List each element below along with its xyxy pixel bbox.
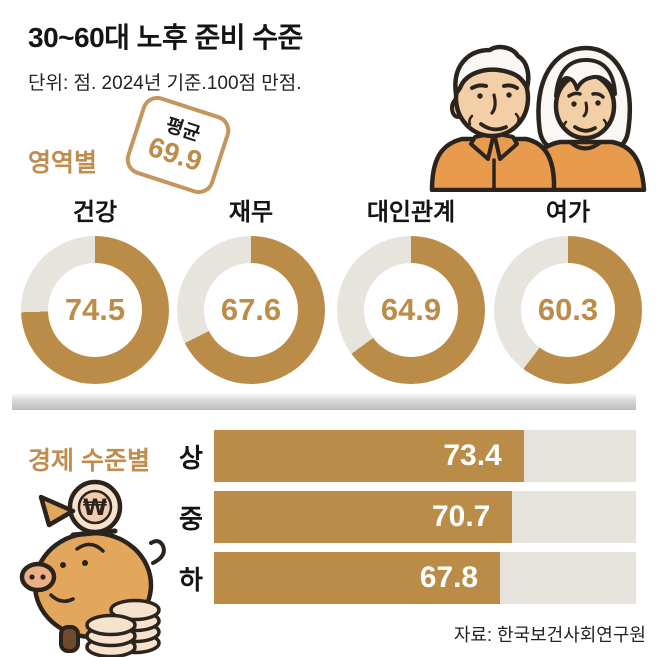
bar-category-label: 중 <box>179 503 203 534</box>
bar-row-middle: 중 70.7 <box>168 491 636 543</box>
bar-track: 70.7 <box>214 491 636 543</box>
donut-ring: 64.9 <box>337 236 485 384</box>
coin-stack-icon <box>85 598 161 657</box>
donut-hole: 67.6 <box>204 263 298 357</box>
average-badge: 평균 69.9 <box>121 91 235 199</box>
elderly-couple-illustration <box>429 44 647 192</box>
donut-value: 67.6 <box>220 292 282 327</box>
bar-fill: 70.7 <box>214 491 513 543</box>
donut-hole: 64.9 <box>364 263 458 357</box>
donut-chart-leisure: 여가 60.3 <box>494 192 642 384</box>
bar-value: 73.4 <box>443 439 502 472</box>
donut-hole: 60.3 <box>521 263 615 357</box>
donut-chart-relationships: 대인관계 64.9 <box>337 192 485 384</box>
donut-value: 74.5 <box>64 292 126 327</box>
section-divider <box>12 393 636 410</box>
donut-label: 건강 <box>72 199 118 226</box>
section-label-by-economic-level: 경제 수준별 <box>28 447 150 475</box>
bar-fill: 73.4 <box>214 430 524 482</box>
donut-chart-health: 건강 74.5 <box>21 192 169 384</box>
donut-label: 대인관계 <box>366 199 456 226</box>
donut-ring: 60.3 <box>494 236 642 384</box>
bar-category-label: 상 <box>179 442 203 473</box>
donut-hole: 74.5 <box>48 263 142 357</box>
bar-row-low: 하 67.8 <box>168 552 636 604</box>
source-credit: 자료: 한국보건사회연구원 <box>453 625 646 645</box>
donut-label: 여가 <box>545 199 591 226</box>
page-title: 30~60대 노후 준비 수준 <box>28 22 303 53</box>
section-label-by-area: 영역별 <box>28 149 98 177</box>
bar-value: 67.8 <box>419 561 479 594</box>
bar-row-high: 상 73.4 <box>168 430 636 482</box>
donut-chart-finance: 재무 67.6 <box>177 192 325 384</box>
donut-value: 64.9 <box>380 292 442 327</box>
donut-label: 재무 <box>228 199 274 226</box>
donut-ring: 74.5 <box>21 236 169 384</box>
bar-fill: 67.8 <box>214 552 501 604</box>
donut-ring: 67.6 <box>177 236 325 384</box>
donut-value: 60.3 <box>537 292 599 327</box>
bar-value: 70.7 <box>431 500 491 533</box>
bar-track: 67.8 <box>214 552 636 604</box>
bar-category-label: 하 <box>179 564 203 595</box>
bar-track: 73.4 <box>214 430 636 482</box>
piggy-bank-illustration: ₩ <box>19 479 166 657</box>
unit-note: 단위: 점. 2024년 기준.100점 만점. <box>28 73 302 94</box>
svg-text:₩: ₩ <box>83 496 107 521</box>
